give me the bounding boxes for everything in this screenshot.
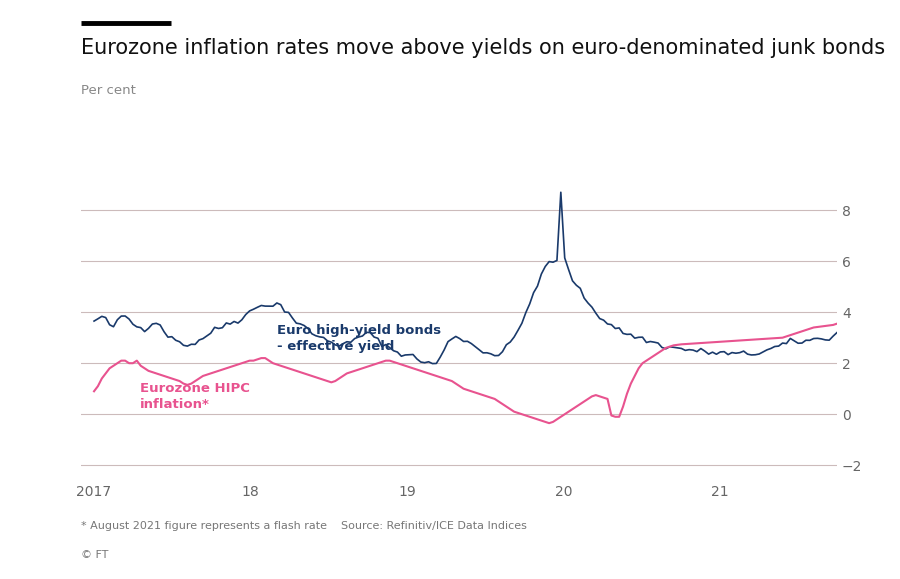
Text: * August 2021 figure represents a flash rate    Source: Refinitiv/ICE Data Indic: * August 2021 figure represents a flash … bbox=[81, 521, 526, 531]
Text: Euro high-yield bonds
- effective yield: Euro high-yield bonds - effective yield bbox=[276, 324, 441, 353]
Text: © FT: © FT bbox=[81, 550, 108, 560]
Text: Per cent: Per cent bbox=[81, 84, 136, 97]
Text: Eurozone inflation rates move above yields on euro-denominated junk bonds: Eurozone inflation rates move above yiel… bbox=[81, 38, 885, 58]
Text: Eurozone HIPC
inflation*: Eurozone HIPC inflation* bbox=[140, 382, 249, 411]
